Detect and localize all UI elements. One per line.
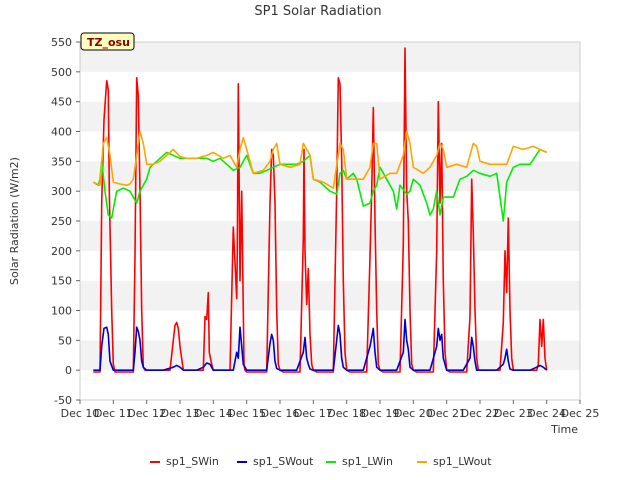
series-layer bbox=[92, 47, 548, 373]
legend-label: sp1_LWout bbox=[433, 455, 492, 468]
x-tick-label: Dec 23 bbox=[494, 407, 533, 420]
x-tick-label: Dec 13 bbox=[161, 407, 200, 420]
grid-band bbox=[80, 250, 580, 281]
series-line-sp1_LWin bbox=[92, 148, 548, 222]
x-tick-label: Dec 15 bbox=[227, 407, 266, 420]
series-line-sp1_SWout bbox=[93, 318, 548, 372]
chart-title: SP1 Solar Radiation bbox=[254, 4, 381, 19]
badge-box bbox=[80, 32, 135, 51]
x-tick-label: Dec 20 bbox=[394, 407, 433, 420]
x-tick-label: Dec 18 bbox=[327, 407, 366, 420]
legend: sp1_SWin sp1_SWout sp1_LWin sp1_LWout bbox=[150, 455, 492, 468]
grid-band bbox=[80, 280, 580, 311]
y-tick-label: 150 bbox=[51, 275, 72, 288]
grid-band bbox=[80, 370, 580, 400]
y-axis-title: Solar Radiation (W/m2) bbox=[8, 157, 21, 285]
y-axis: -50 0 50 100 150 200 250 300 350 400 450 500 550 bbox=[51, 36, 80, 407]
legend-label: sp1_LWin bbox=[342, 455, 393, 468]
x-tick-label: Dec 25 bbox=[561, 407, 600, 420]
x-tick-label: Dec 14 bbox=[194, 407, 233, 420]
badge-label: TZ_osu bbox=[87, 36, 130, 49]
y-tick-label: 0 bbox=[65, 364, 72, 377]
grid-band bbox=[80, 71, 580, 102]
x-tick-label: Dec 19 bbox=[361, 407, 400, 420]
station-badge: TZ_osu bbox=[80, 32, 135, 51]
x-tick-label: Dec 17 bbox=[294, 407, 333, 420]
x-tick-label: Dec 12 bbox=[127, 407, 166, 420]
x-tick-label: Dec 11 bbox=[94, 407, 133, 420]
x-tick-label: Dec 21 bbox=[427, 407, 466, 420]
grid-band bbox=[80, 42, 580, 72]
y-tick-label: 100 bbox=[51, 305, 72, 318]
x-tick-label: Dec 22 bbox=[461, 407, 500, 420]
grid-band bbox=[80, 191, 580, 221]
y-tick-label: 350 bbox=[51, 155, 72, 168]
grid-band bbox=[80, 101, 580, 132]
legend-label: sp1_SWout bbox=[253, 455, 314, 468]
y-tick-label: 200 bbox=[51, 245, 72, 258]
x-tick-label: Dec 10 bbox=[61, 407, 100, 420]
y-tick-label: -50 bbox=[54, 394, 72, 407]
grid-band bbox=[80, 340, 580, 371]
grid-bands bbox=[80, 42, 580, 400]
y-tick-label: 450 bbox=[51, 96, 72, 109]
x-tick-label: Dec 24 bbox=[527, 407, 566, 420]
y-tick-label: 550 bbox=[51, 36, 72, 49]
x-tick-label: Dec 16 bbox=[261, 407, 300, 420]
y-tick-label: 250 bbox=[51, 215, 72, 228]
grid-band bbox=[80, 310, 580, 341]
y-tick-label: 400 bbox=[51, 126, 72, 139]
y-tick-label: 500 bbox=[51, 66, 72, 79]
y-tick-label: 50 bbox=[58, 334, 72, 347]
series-line-sp1_LWout bbox=[92, 130, 548, 189]
grid-band bbox=[80, 221, 580, 251]
legend-label: sp1_SWin bbox=[166, 455, 219, 468]
y-tick-label: 300 bbox=[51, 185, 72, 198]
x-axis-title: Time bbox=[550, 423, 578, 436]
grid-band bbox=[80, 131, 580, 162]
